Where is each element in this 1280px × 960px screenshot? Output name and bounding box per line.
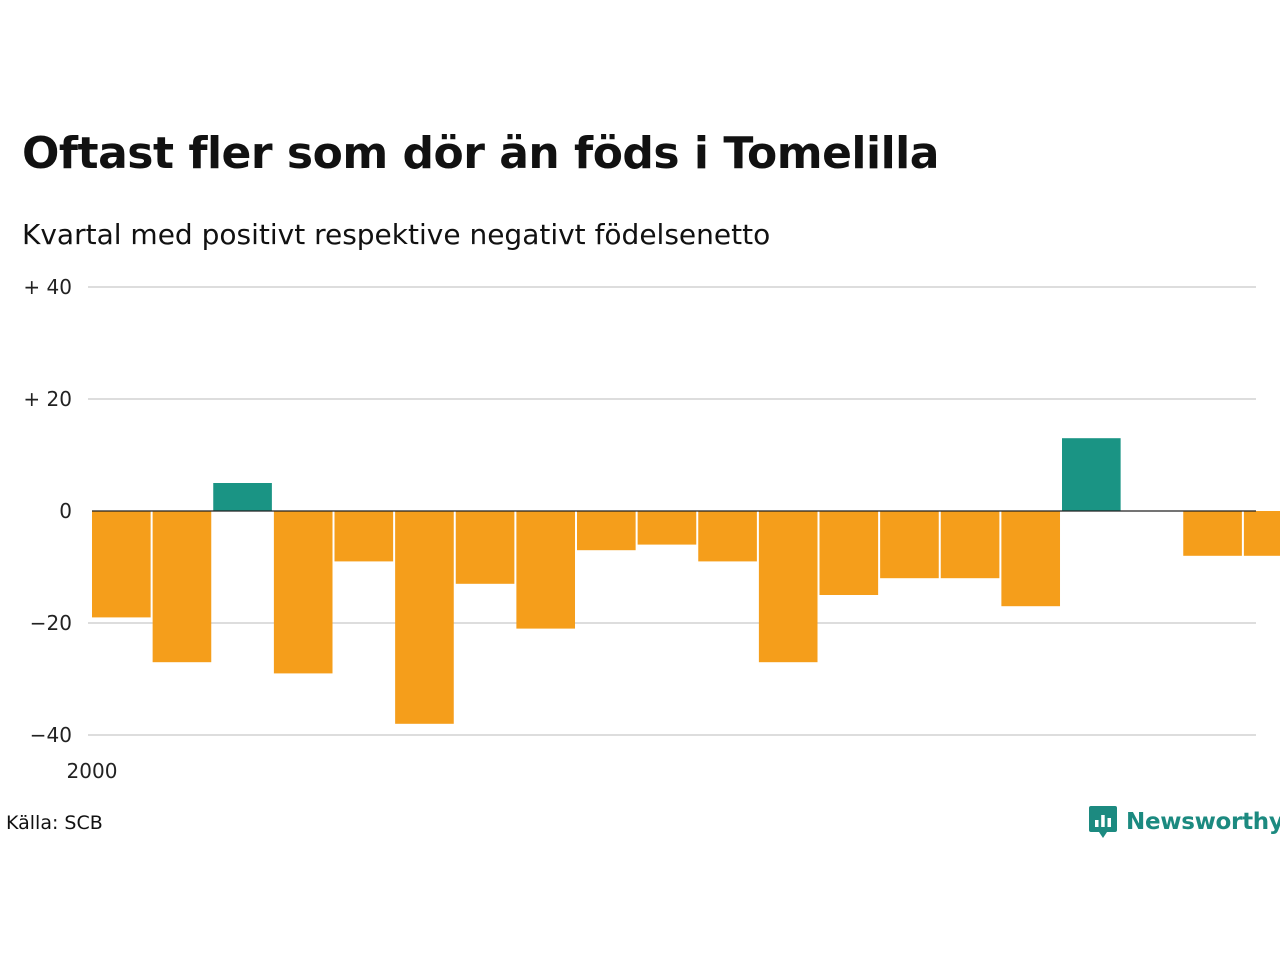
bar-2002-k4 — [758, 511, 818, 663]
bar-2001-k4 — [516, 511, 576, 629]
chart-subtitle: Kvartal med positivt respektive negativt… — [22, 218, 771, 251]
y-tick-label: −40 — [30, 723, 72, 747]
bar-2000-k3 — [213, 483, 272, 511]
y-tick-label: 0 — [59, 499, 72, 523]
bar-2002-k2 — [637, 511, 697, 545]
bar-2000-k4 — [273, 511, 333, 674]
y-tick-label: + 40 — [23, 275, 72, 299]
x-axis-ticks: 20002005201020152020 — [67, 759, 1280, 783]
bar-2003-k2 — [880, 511, 939, 579]
bar-2000-k2 — [152, 511, 212, 663]
bar-2003-k3 — [940, 511, 1000, 579]
bar-2003-k4 — [1001, 511, 1061, 607]
newsworthy-logo: Newsworthy — [1088, 804, 1280, 840]
source-note: Källa: SCB — [6, 812, 103, 834]
bar-2002-k3 — [698, 511, 757, 562]
bar-2003-k1 — [819, 511, 879, 595]
y-tick-label: + 20 — [23, 387, 72, 411]
bar-2000-k1 — [92, 511, 151, 618]
bar-2001-k1 — [334, 511, 394, 562]
y-axis-ticks: + 40 + 20 0 −20 −40 — [23, 275, 72, 747]
bar-2004-k4 — [1243, 511, 1280, 556]
x-tick-label: 2000 — [67, 759, 118, 783]
bar-2004-k3 — [1183, 511, 1242, 556]
bar-2002-k1 — [577, 511, 636, 551]
bar-2001-k3 — [455, 511, 515, 584]
bars — [92, 438, 1280, 724]
chart-title: Oftast fler som dör än föds i Tomelilla — [22, 128, 939, 179]
newsworthy-logo-text: Newsworthy — [1126, 809, 1280, 835]
grid-lines — [88, 286, 1256, 736]
y-tick-label: −20 — [30, 611, 72, 635]
newsworthy-logo-icon — [1089, 806, 1117, 838]
bar-2001-k2 — [395, 511, 454, 724]
bar-2004-k1 — [1062, 438, 1121, 511]
